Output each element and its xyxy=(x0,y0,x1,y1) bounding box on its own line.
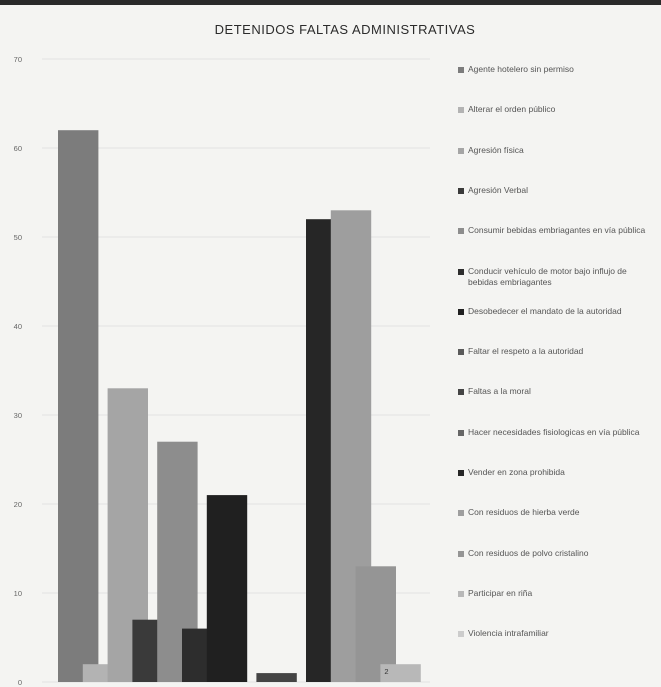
legend-label: Desobedecer el mandato de la autoridad xyxy=(468,305,622,316)
legend-swatch xyxy=(458,147,464,154)
bar-0 xyxy=(58,130,99,682)
legend-label: Agente hotelero sin permiso xyxy=(468,64,574,74)
legend-label: Violencia intrafamiliar xyxy=(468,628,549,639)
legend-swatch xyxy=(458,308,464,315)
legend-item: Agresión física xyxy=(458,145,658,156)
top-edge xyxy=(0,0,661,5)
legend-label: Participar en riña xyxy=(468,587,533,598)
legend-item: Participar en riña xyxy=(458,588,658,599)
legend-label: Alterar el orden público xyxy=(468,104,556,115)
bar-12 xyxy=(355,566,396,682)
legend-label: Consumir bebidas embriagantes en vía púb… xyxy=(468,225,646,236)
y-tick-label: 20 xyxy=(14,500,22,509)
legend-label: Con residuos de polvo cristalino xyxy=(468,547,589,558)
legend-label: Faltas a la moral xyxy=(468,386,531,397)
data-label: 2 xyxy=(384,667,388,676)
y-tick-label: 50 xyxy=(14,233,22,242)
legend-item: Faltar el respeto a la autoridad xyxy=(458,346,658,357)
legend-label: Conducir vehículo de motor bajo influjo … xyxy=(468,265,627,287)
legend-swatch xyxy=(458,389,464,396)
legend-swatch xyxy=(458,631,464,638)
legend-item: Consumir bebidas embriagantes en vía púb… xyxy=(458,225,658,236)
legend-swatch xyxy=(458,187,464,194)
legend-item: Agente hotelero sin permiso xyxy=(458,64,658,75)
legend-item: Agresión Verbal xyxy=(458,185,658,196)
legend-item: Violencia intrafamiliar xyxy=(458,628,658,639)
legend-swatch xyxy=(458,550,464,557)
legend-swatch xyxy=(458,67,464,73)
legend-swatch xyxy=(458,268,464,275)
legend-item: Conducir vehículo de motor bajo influjo … xyxy=(458,266,658,288)
bar-8 xyxy=(256,673,297,682)
legend-swatch xyxy=(458,510,464,517)
y-tick-label: 40 xyxy=(14,322,22,331)
y-tick-label: 0 xyxy=(18,678,22,687)
bar-6 xyxy=(206,495,248,682)
y-tick-label: 10 xyxy=(14,589,22,598)
y-tick-label: 30 xyxy=(14,411,22,420)
legend-label: Faltar el respeto a la autoridad xyxy=(468,346,584,357)
y-tick-label: 60 xyxy=(14,144,22,153)
legend-label: Hacer necesidades fisiologicas en vía pú… xyxy=(468,426,640,437)
legend-swatch xyxy=(458,228,464,235)
legend-item: Con residuos de hierba verde xyxy=(458,507,658,518)
chart-title: DETENIDOS FALTAS ADMINISTRATIVAS xyxy=(214,22,476,37)
legend-swatch xyxy=(458,349,464,356)
legend-item: Desobedecer el mandato de la autoridad xyxy=(458,306,658,317)
legend-item: Hacer necesidades fisiologicas en vía pú… xyxy=(458,427,658,438)
legend-label: Con residuos de hierba verde xyxy=(468,507,580,518)
legend-item: Faltas a la moral xyxy=(458,386,658,397)
legend-label: Agresión física xyxy=(468,144,524,155)
legend-label: Agresión Verbal xyxy=(468,184,529,195)
legend-item: Alterar el orden público xyxy=(458,104,658,115)
legend-swatch xyxy=(458,429,464,436)
legend-label: Vender en zona prohibida xyxy=(468,467,565,477)
y-tick-label: 70 xyxy=(14,55,22,64)
bar-13 xyxy=(380,664,421,682)
legend-swatch xyxy=(458,107,464,114)
legend-item: Vender en zona prohibida xyxy=(458,467,658,478)
legend-swatch xyxy=(458,590,464,597)
legend-item: Con residuos de polvo cristalino xyxy=(458,548,658,559)
legend-swatch xyxy=(458,470,464,476)
